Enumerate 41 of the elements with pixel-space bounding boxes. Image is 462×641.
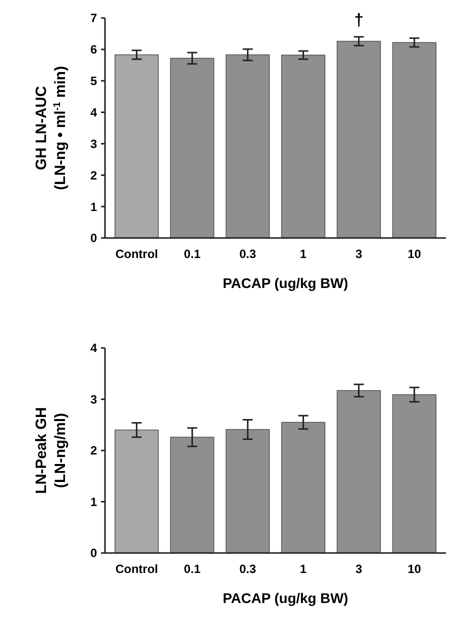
annotation: † — [354, 10, 364, 30]
bar — [392, 42, 436, 238]
bar — [281, 422, 326, 554]
x-tick-label: 10 — [408, 562, 422, 576]
x-tick-label: 0.3 — [239, 247, 256, 261]
x-tick-label: 1 — [300, 562, 307, 576]
y-tick-label: 0 — [90, 546, 98, 560]
bar — [336, 390, 381, 554]
x-tick-label: Control — [115, 562, 158, 576]
bar — [226, 54, 270, 238]
y-axis-title: LN-Peak GH (LN-ng/ml) — [33, 407, 69, 494]
y-tick-label: 3 — [90, 136, 98, 151]
x-tick-label: Control — [115, 247, 158, 261]
y-tick-label: 0 — [90, 231, 98, 246]
y-tick-label: 1 — [90, 494, 98, 509]
x-axis-title: PACAP (ug/kg BW) — [222, 590, 348, 606]
bar — [392, 394, 436, 554]
y-tick-label: 2 — [90, 168, 98, 182]
y-tick-label: 6 — [90, 42, 98, 57]
y-tick-label: 4 — [90, 341, 98, 356]
bar — [336, 40, 381, 238]
x-tick-label: 0.1 — [184, 247, 201, 261]
y-tick-label: 3 — [90, 392, 98, 406]
bar — [114, 54, 159, 238]
y-tick-label: 2 — [90, 444, 98, 458]
bar — [226, 429, 270, 554]
y-tick-label: 4 — [90, 105, 98, 120]
bar — [281, 54, 326, 238]
bar — [114, 430, 159, 554]
bar — [170, 436, 214, 554]
x-tick-label: 0.1 — [184, 562, 201, 576]
x-tick-label: 1 — [300, 247, 307, 261]
bar — [170, 58, 214, 238]
y-tick-label: 7 — [90, 11, 98, 26]
x-axis-title: PACAP (ug/kg BW) — [222, 275, 348, 291]
x-tick-label: 3 — [355, 247, 362, 261]
x-tick-label: 0.3 — [239, 562, 256, 576]
y-tick-label: 1 — [90, 200, 98, 214]
x-tick-label: 10 — [408, 247, 422, 261]
y-tick-label: 5 — [90, 74, 98, 88]
x-tick-label: 3 — [355, 562, 362, 576]
